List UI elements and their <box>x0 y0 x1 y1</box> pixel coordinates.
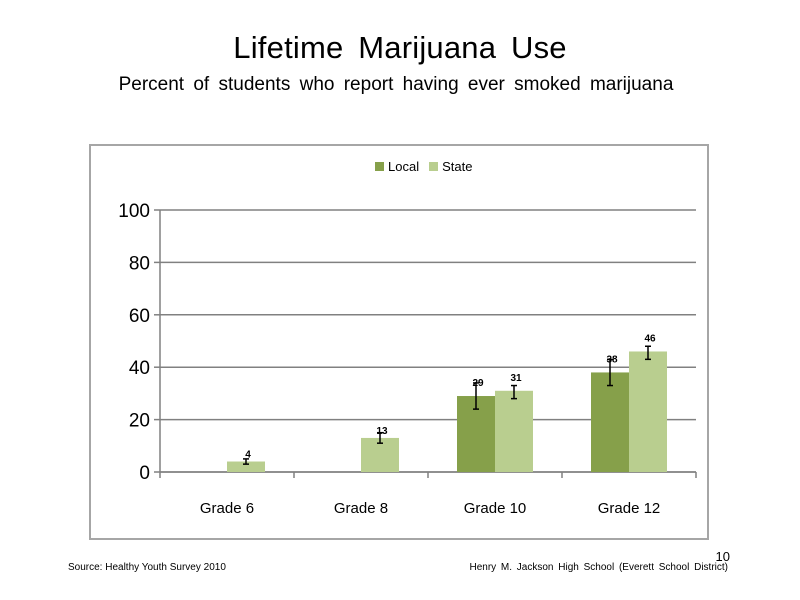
chart-frame <box>89 144 709 540</box>
data-label-state: 4 <box>245 450 251 461</box>
bar-local <box>591 372 629 472</box>
chart-legend: Local State <box>375 159 482 174</box>
legend-swatch-state <box>429 162 439 171</box>
x-tick-label: Grade 12 <box>598 500 661 517</box>
y-tick-label: 40 <box>129 358 150 379</box>
bar-state <box>227 461 265 472</box>
data-label-local: 38 <box>606 354 618 365</box>
page-number: 10 <box>715 549 730 564</box>
slide-title: Lifetime Marijuana Use <box>233 30 567 65</box>
legend-swatch-local <box>375 162 384 171</box>
source-note: Source: Healthy Youth Survey 2010 <box>68 562 226 573</box>
x-tick-label: Grade 10 <box>464 500 527 517</box>
slide-subtitle: Percent of students who report having ev… <box>118 74 674 95</box>
y-tick-label: 0 <box>139 463 150 484</box>
x-tick-label: Grade 6 <box>200 500 254 517</box>
y-tick-label: 80 <box>129 253 150 274</box>
y-tick-label: 20 <box>129 411 150 432</box>
x-tick-label: Grade 8 <box>334 500 388 517</box>
school-note: Henry M. Jackson High School (Everett Sc… <box>469 562 728 573</box>
data-label-local: 29 <box>472 378 484 389</box>
bar-state <box>629 351 667 472</box>
legend-item-local: Local <box>375 159 419 174</box>
data-label-state: 31 <box>510 373 522 384</box>
legend-label-state: State <box>442 159 473 174</box>
data-label-state: 46 <box>644 333 656 344</box>
y-tick-label: 100 <box>118 201 150 222</box>
data-label-state: 13 <box>376 426 388 437</box>
y-tick-label: 60 <box>129 306 150 327</box>
legend-item-state: State <box>429 159 472 174</box>
bar-state <box>495 390 533 472</box>
legend-label-local: Local <box>388 159 420 174</box>
